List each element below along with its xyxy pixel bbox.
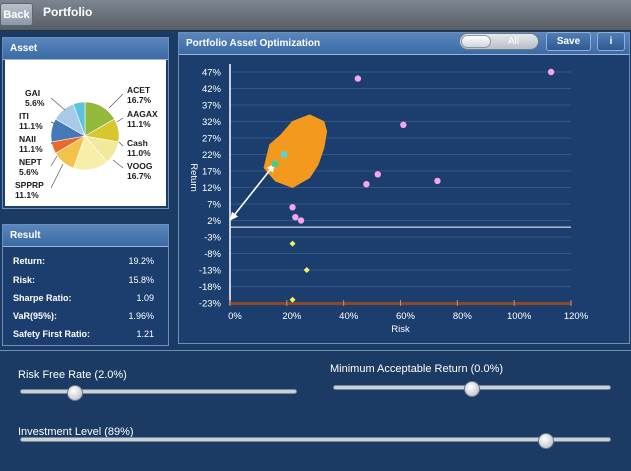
pie-label-spprp: SPPRP 11.1% (15, 180, 44, 200)
pie-label-aagax: AAGAX 11.1% (127, 109, 158, 129)
negative-return-point (303, 267, 310, 273)
pie-label-iti: ITI 11.1% (19, 111, 43, 131)
pie-leader-line-8 (112, 159, 124, 169)
toggle-knob[interactable] (461, 35, 491, 48)
y-tick-label: 42% (202, 84, 222, 95)
tangency-portfolio-marker (280, 151, 287, 158)
asset-pie-area: GAI 5.6% ITI 11.1% NAII 11.1% NEPT 5.6% SPPR… (5, 60, 166, 206)
result-panel: Result Return: 19.2% Risk: 15.8% Sharpe Ra… (2, 224, 169, 346)
pie-leader-line-4 (50, 163, 64, 189)
asset-panel: Asset GAI 5.6% ITI 11.1% NAII 11.1% NEPT 5.6… (2, 37, 169, 209)
asset-point (363, 181, 370, 188)
optimal-portfolio-marker (271, 160, 278, 167)
result-row-safety-first: Safety First Ratio: 1.21 (13, 329, 154, 339)
pie-label-gai: GAI 5.6% (25, 88, 45, 108)
y-tick-label: 7% (207, 200, 221, 211)
risk-free-rate-thumb[interactable] (67, 385, 84, 401)
asset-point (374, 171, 381, 178)
asset-point (434, 177, 441, 185)
pie-leader-line-7 (118, 141, 124, 147)
nav-title: Portfolio (43, 5, 93, 19)
back-button[interactable]: Back (0, 3, 33, 26)
min-acceptable-return-label: Minimum Acceptable Return (0.0%) (330, 363, 504, 375)
portfolio-cloud (263, 114, 328, 189)
min-acceptable-return-thumb[interactable] (464, 381, 480, 397)
asset-point (289, 204, 296, 211)
x-tick-label: 40% (339, 311, 359, 322)
y-tick-label: 37% (202, 101, 222, 112)
top-bar: Back Portfolio (0, 0, 631, 31)
result-panel-title: Result (3, 225, 168, 247)
asset-point (400, 121, 407, 128)
pie-leader-line-1 (50, 121, 56, 125)
y-tick-label: -23% (199, 299, 222, 310)
asset-panel-title: Asset (3, 38, 168, 60)
y-axis-label: Return (188, 163, 199, 192)
asset-pie-chart[interactable] (5, 60, 168, 208)
pie-label-cash: Cash 11.0% (127, 138, 151, 158)
asset-point (547, 68, 555, 76)
risk-free-rate-label: Risk Free Rate (2.0%) (18, 369, 127, 381)
x-tick-label: 60% (396, 311, 416, 322)
y-tick-label: 22% (202, 150, 222, 161)
toggle-label: All (508, 36, 520, 47)
pie-label-nept: NEPT 5.6% (19, 157, 42, 177)
y-tick-label: 27% (202, 134, 222, 145)
pie-label-acet: ACET 16.7% (127, 85, 152, 105)
y-tick-label: -3% (204, 233, 221, 244)
result-row-risk: Risk: 15.8% (13, 275, 154, 285)
asset-point (297, 217, 305, 224)
negative-return-point (289, 240, 296, 247)
investment-level-label: Investment Level (89%) (18, 426, 134, 438)
y-tick-label: -18% (199, 282, 222, 293)
result-row-return: Return: 19.2% (13, 256, 154, 266)
pie-leader-line-5 (108, 93, 124, 109)
capital-allocation-line (229, 163, 276, 221)
x-tick-label: 20% (282, 311, 302, 322)
info-button[interactable]: i (597, 32, 625, 51)
save-button[interactable]: Save (546, 32, 591, 51)
pie-leader-line-3 (50, 155, 58, 167)
pie-leader-line-6 (116, 117, 124, 123)
x-tick-label: 120% (564, 311, 589, 322)
optimization-chart[interactable]: 47% 42% 37% 32% 27% 22% 17% 12% 7% 2% -3% -8% -13% -1… (179, 54, 629, 344)
y-tick-label: 12% (202, 183, 222, 194)
asset-point (292, 214, 299, 221)
y-tick-label: -8% (204, 249, 221, 260)
y-tick-label: 32% (202, 117, 222, 128)
y-tick-label: -13% (199, 266, 222, 277)
asset-point (354, 75, 362, 82)
optimization-panel: Portfolio Asset Optimization (178, 32, 630, 344)
result-row-var: VaR(95%): 1.96% (13, 311, 154, 321)
pie-leader-line-2 (50, 141, 54, 145)
y-tick-label: 17% (202, 167, 222, 178)
negative-return-point (289, 296, 296, 303)
risk-free-rate-track[interactable] (20, 389, 297, 394)
pie-label-voog: VOOG 16.7% (127, 161, 153, 181)
x-tick-label: 100% (507, 311, 532, 322)
x-tick-label: 80% (453, 311, 473, 322)
investment-level-track[interactable] (20, 437, 611, 442)
pie-leader-line-0 (50, 97, 66, 111)
y-tick-label: 2% (207, 216, 221, 227)
show-all-toggle[interactable]: All (459, 33, 539, 50)
cal-arrow-start (230, 211, 239, 221)
slider-panel: Risk Free Rate (2.0%) Minimum Acceptable… (0, 350, 631, 471)
y-tick-label: 47% (202, 68, 222, 79)
result-row-sharpe: Sharpe Ratio: 1.09 (13, 293, 154, 303)
pie-slice-gai (72, 101, 86, 137)
investment-level-thumb[interactable] (537, 433, 554, 449)
x-axis-label: Risk (391, 324, 410, 335)
pie-label-naii: NAII 11.1% (19, 134, 43, 154)
x-tick-label: 0% (228, 311, 242, 322)
